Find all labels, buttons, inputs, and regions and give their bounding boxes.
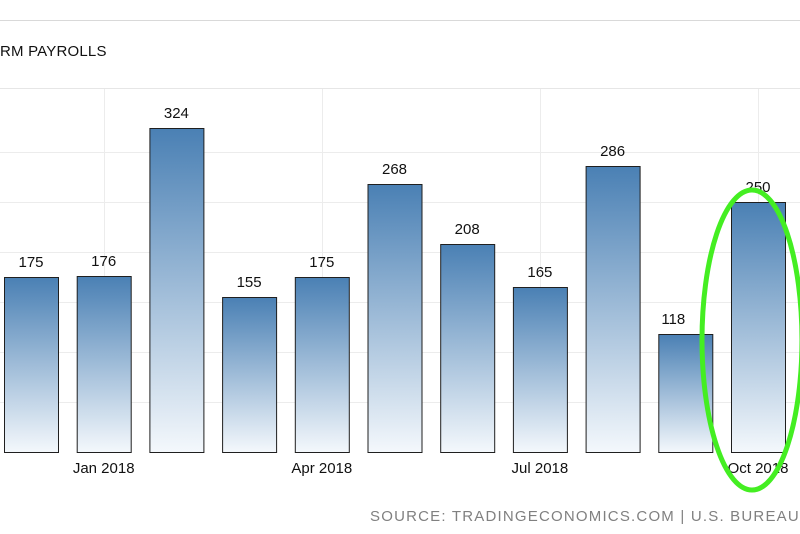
bar-may-2018[interactable]	[367, 184, 423, 453]
bar-oct-2018[interactable]	[731, 202, 786, 453]
bar-mar-2018[interactable]	[222, 297, 278, 453]
bar-jun-2018[interactable]	[440, 244, 496, 453]
bar-value-label: 175	[18, 254, 43, 271]
bar-value-label: 208	[455, 221, 480, 238]
bar-jul-2018[interactable]	[512, 287, 568, 453]
x-axis-ticks: Jan 2018 Apr 2018 Jul 2018 Oct 2018	[73, 460, 789, 477]
bar-value-label: 324	[164, 105, 189, 122]
chart-title: RM PAYROLLS	[0, 43, 107, 60]
bar-apr-2018[interactable]	[294, 277, 350, 453]
bar-feb-2018[interactable]	[149, 128, 205, 453]
source-note: SOURCE: TRADINGECONOMICS.COM | U.S. BURE…	[370, 508, 800, 525]
highlight-circle	[699, 187, 800, 493]
bar-value-label: 176	[91, 253, 116, 270]
bar-value-label: 268	[382, 161, 407, 178]
bar-value-label: 118	[661, 311, 685, 328]
x-tick-label: Jul 2018	[512, 460, 569, 477]
bar-value-label: 175	[309, 254, 334, 271]
bar-value-label: 165	[527, 264, 552, 281]
bar-dec-2017[interactable]	[4, 277, 59, 453]
bar-aug-2018[interactable]	[585, 166, 641, 453]
bar-jan-2018[interactable]	[76, 276, 132, 453]
bar-value-label: 286	[600, 143, 625, 160]
x-tick-label: Apr 2018	[291, 460, 352, 477]
bars	[4, 128, 786, 453]
bar-value-label: 155	[237, 274, 262, 291]
x-tick-label: Jan 2018	[73, 460, 135, 477]
